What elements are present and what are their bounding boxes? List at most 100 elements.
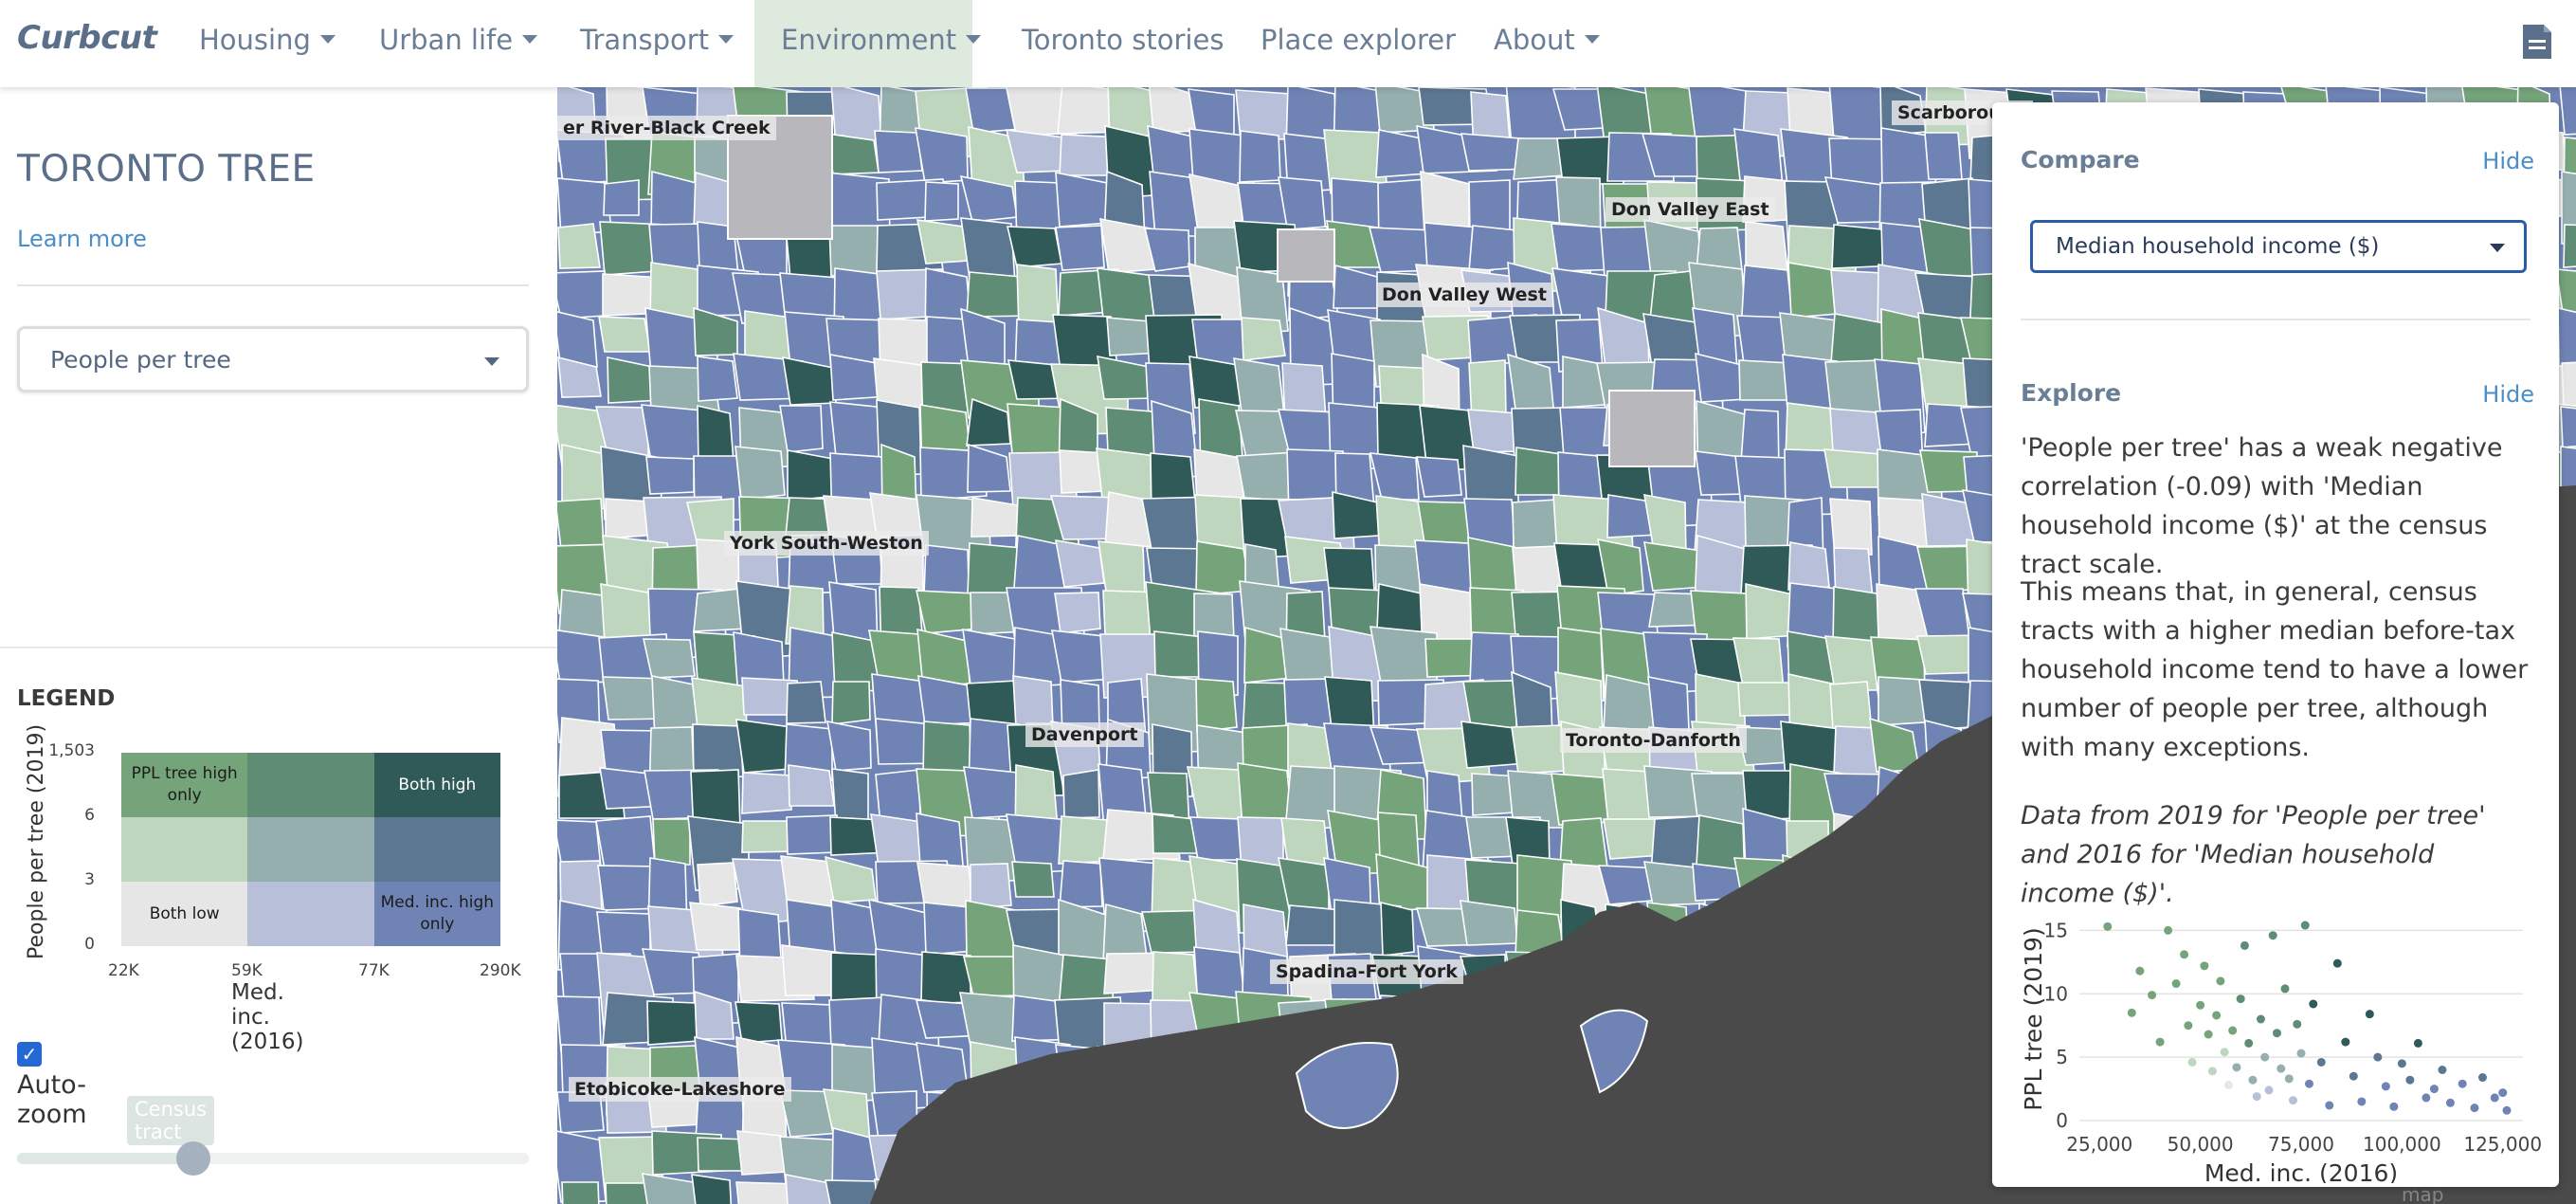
legend-y-tick: 0 [84, 935, 95, 954]
census-tract[interactable] [642, 1173, 706, 1204]
census-tract[interactable] [557, 270, 606, 319]
checkbox-checked-icon[interactable]: ✓ [17, 1041, 42, 1067]
census-tract[interactable] [1099, 218, 1156, 274]
census-tract[interactable] [966, 397, 1011, 447]
census-tract[interactable] [697, 862, 738, 907]
census-tract[interactable] [916, 219, 969, 265]
census-tract[interactable] [963, 766, 1022, 819]
census-tract[interactable] [741, 772, 792, 814]
variable-select[interactable]: People per tree [17, 326, 529, 392]
legend-cell [247, 817, 374, 882]
scatter-point [2268, 931, 2277, 940]
census-tract[interactable] [2563, 224, 2576, 268]
census-tract[interactable] [736, 1130, 788, 1176]
census-tract[interactable] [603, 179, 640, 216]
census-tract[interactable] [779, 405, 824, 453]
census-tract[interactable] [1460, 900, 1518, 946]
census-tract[interactable] [1924, 132, 1963, 180]
census-tract[interactable] [1195, 678, 1238, 733]
census-tract[interactable] [1787, 541, 1830, 591]
census-tract[interactable] [785, 1174, 831, 1204]
nav-environment[interactable]: Environment [754, 0, 982, 87]
brand-logo[interactable]: Curbcut [17, 19, 157, 57]
scatter-point [2236, 994, 2245, 1004]
census-tract[interactable] [643, 638, 696, 679]
census-tract[interactable] [557, 995, 602, 1052]
census-tract[interactable] [1647, 676, 1690, 732]
census-tract[interactable] [915, 590, 980, 634]
compare-select[interactable]: Median household income ($) [2030, 220, 2527, 273]
census-tract[interactable] [1416, 456, 1462, 498]
map-label-toronto-danforth: Toronto-Danforth [1560, 728, 1747, 753]
census-tract[interactable] [557, 356, 602, 398]
census-tract[interactable] [831, 681, 871, 725]
compare-select-value: Median household income ($) [2056, 234, 2380, 259]
census-tract[interactable] [825, 1179, 880, 1204]
census-tract[interactable] [786, 814, 838, 855]
caret-down-icon [1584, 34, 1600, 44]
census-tract[interactable] [826, 720, 872, 772]
census-tract[interactable] [1596, 538, 1644, 596]
census-tract[interactable] [646, 1000, 698, 1046]
census-tract[interactable] [1239, 130, 1281, 183]
census-tract[interactable] [691, 1174, 733, 1204]
census-tract[interactable] [1098, 540, 1146, 598]
nav-urban-life[interactable]: Urban life [353, 0, 564, 87]
census-tract[interactable] [1055, 225, 1105, 271]
nav-about[interactable]: About [1467, 0, 1626, 87]
census-tract[interactable] [924, 181, 959, 222]
census-tract[interactable] [1236, 266, 1289, 335]
toronto-islands[interactable] [1295, 1009, 1649, 1129]
compare-hide-link[interactable]: Hide [2482, 148, 2534, 174]
census-tract[interactable] [1551, 773, 1612, 826]
census-tract[interactable] [697, 356, 738, 402]
census-tract[interactable] [557, 223, 601, 269]
nav-transport[interactable]: Transport [553, 0, 760, 87]
census-tract[interactable] [1012, 675, 1054, 729]
census-tract[interactable] [1643, 861, 1706, 906]
census-tract[interactable] [2557, 306, 2576, 371]
census-tract[interactable] [1011, 861, 1055, 898]
census-tract[interactable] [557, 498, 605, 550]
census-tract[interactable] [786, 681, 826, 724]
census-tract[interactable] [1829, 498, 1873, 557]
census-tract[interactable] [1006, 226, 1062, 268]
scatter-point [2272, 1029, 2281, 1038]
census-tract[interactable] [1380, 901, 1415, 957]
census-tract[interactable] [557, 311, 598, 371]
census-tract[interactable] [2560, 406, 2576, 448]
nav-toronto-stories[interactable]: Toronto stories [995, 0, 1250, 87]
census-tract[interactable] [2559, 87, 2576, 136]
census-tract[interactable] [874, 130, 923, 173]
explore-hide-link[interactable]: Hide [2482, 381, 2534, 408]
census-tract[interactable] [1241, 317, 1286, 361]
census-tract[interactable] [1059, 860, 1103, 908]
census-tract[interactable] [1054, 592, 1101, 634]
learn-more-link[interactable]: Learn more [17, 226, 147, 252]
census-tract[interactable] [962, 956, 1020, 997]
census-tract[interactable] [598, 316, 651, 353]
census-tract[interactable] [735, 1001, 783, 1044]
document-icon[interactable] [2521, 23, 2553, 61]
census-tract[interactable] [645, 456, 695, 495]
census-tract[interactable] [826, 133, 880, 175]
census-tract[interactable] [824, 855, 877, 903]
scatter-point [2305, 1079, 2314, 1088]
census-tract[interactable] [641, 404, 707, 463]
census-tract[interactable] [689, 902, 746, 951]
census-tract[interactable] [652, 818, 691, 866]
census-tract[interactable] [788, 764, 835, 807]
census-tract[interactable] [694, 990, 735, 1040]
nav-housing[interactable]: Housing [172, 0, 362, 87]
census-tract[interactable] [915, 127, 969, 184]
census-tract[interactable] [1062, 769, 1100, 819]
census-tract[interactable] [1055, 539, 1105, 588]
auto-zoom-toggle[interactable]: ✓ Auto-zoom [17, 1041, 87, 1129]
census-tract[interactable] [1369, 452, 1420, 501]
census-tract[interactable] [970, 863, 1012, 909]
scale-slider-thumb[interactable] [176, 1141, 210, 1176]
nav-place-explorer[interactable]: Place explorer [1234, 0, 1482, 87]
census-tract[interactable] [967, 443, 1011, 493]
census-tract[interactable] [561, 1181, 600, 1204]
census-tract[interactable] [735, 446, 786, 501]
